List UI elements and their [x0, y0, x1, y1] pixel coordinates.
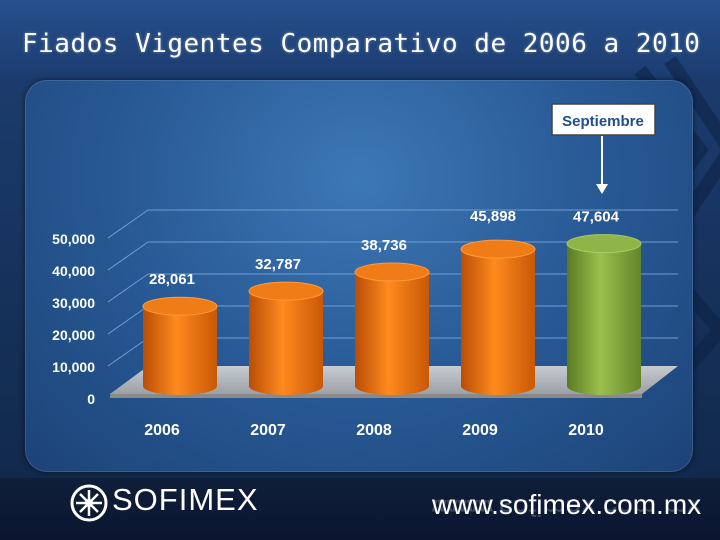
x-tick-label: 2010: [568, 422, 604, 439]
data-label: 38,736: [361, 237, 407, 254]
y-tick-label: 30,000: [52, 295, 95, 311]
bar-2009: [460, 239, 536, 395]
bar-2008: [354, 262, 430, 395]
bar-cap: [142, 296, 218, 316]
chart-floor-edge: [110, 394, 642, 398]
bar-cap: [354, 262, 430, 282]
footer-bar: [0, 478, 720, 540]
bar-cap: [248, 281, 324, 301]
bar-cap: [460, 239, 536, 259]
website-url-reflection: www.sofimex.com.mx: [432, 500, 702, 520]
data-label: 28,061: [149, 271, 195, 288]
bar-body: [249, 291, 323, 395]
bar-body: [143, 306, 217, 395]
bar-2006: [142, 296, 218, 395]
brand-name: SOFIMEX: [112, 482, 259, 517]
bar-body: [461, 249, 535, 395]
x-tick-label: 2007: [250, 422, 286, 439]
data-label: 45,898: [470, 208, 516, 225]
annotation-arrow: [596, 136, 608, 194]
slide-title: Fiados Vigentes Comparativo de 2006 a 20…: [22, 29, 701, 59]
bar-body: [355, 272, 429, 395]
bar-body: [567, 243, 641, 395]
x-tick-label: 2008: [356, 422, 392, 439]
website-url[interactable]: www.sofimex.com.mx: [432, 489, 702, 520]
bar-cap: [566, 234, 642, 254]
y-tick-label: 0: [87, 391, 95, 407]
title-bar: Fiados Vigentes Comparativo de 2006 a 20…: [0, 0, 720, 78]
data-label: 32,787: [255, 256, 301, 273]
annotation-text: Septiembre: [562, 113, 644, 130]
y-tick-label: 10,000: [52, 359, 95, 375]
y-tick-label: 20,000: [52, 327, 95, 343]
x-tick-label: 2009: [462, 422, 498, 439]
bar-2010: [566, 234, 642, 395]
sofimex-logo-icon: [70, 484, 108, 522]
annotation-box: [551, 103, 656, 136]
y-tick-label: 40,000: [52, 263, 95, 279]
gridline: [107, 209, 678, 239]
bar-2007: [248, 281, 324, 395]
data-label: 47,604: [573, 209, 620, 226]
y-tick-label: 50,000: [52, 231, 95, 247]
x-tick-label: 2006: [144, 422, 180, 439]
